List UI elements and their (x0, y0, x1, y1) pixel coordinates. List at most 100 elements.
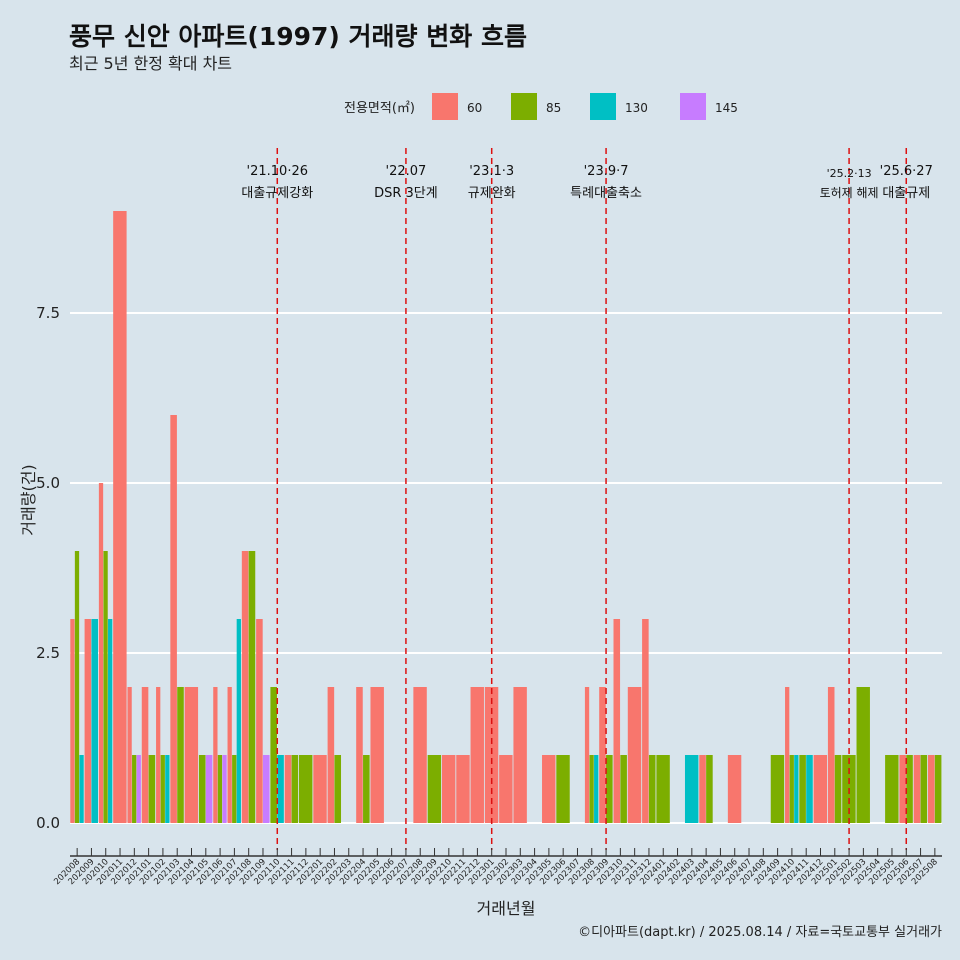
bars (70, 211, 942, 823)
bar-85-202410 (789, 755, 794, 823)
bar-60-202412 (813, 755, 828, 823)
bar-60-202311 (627, 687, 642, 823)
y-axis-label: 거래량(건) (19, 464, 38, 535)
y-tick-label: 0.0 (36, 814, 60, 832)
bar-60-202404 (699, 755, 706, 823)
bar-85-202209 (427, 755, 442, 823)
chart-subtitle: 최근 5년 한정 확대 차트 (69, 54, 232, 73)
annotation-date: '23.9·7 (584, 164, 629, 179)
legend-title: 전용면적(㎡) (344, 101, 415, 116)
bar-85-202409 (770, 755, 785, 823)
bar-130-202102 (165, 755, 170, 823)
legend-label-145: 145 (715, 101, 738, 115)
bar-85-202101 (148, 755, 156, 823)
bar-85-202507 (920, 755, 928, 823)
bar-85-202401 (656, 755, 670, 823)
legend-swatch-130 (590, 93, 616, 120)
y-tick-label: 5.0 (36, 474, 60, 492)
x-axis-label: 거래년월 (477, 899, 536, 918)
bar-85-202111 (291, 755, 299, 823)
annotation-label: 특례대출축소 (570, 186, 642, 201)
bar-85-202306 (556, 755, 570, 823)
annotation-date: '21.10·26 (247, 164, 308, 179)
annotation-label: 토허제 해제 (820, 186, 879, 200)
bar-60-202104 (184, 687, 199, 823)
bar-130-202410 (794, 755, 799, 823)
annotation-label: 대출규제강화 (241, 186, 313, 201)
bar-60-202308 (584, 687, 590, 823)
bar-60-202108 (241, 551, 249, 823)
x-axis: 2020082020092020102020112020122021012021… (52, 848, 942, 887)
bar-85-202204 (363, 755, 370, 823)
bar-60-202506 (899, 755, 906, 823)
y-tick-labels: 0.0 2.5 5.0 7.5 (36, 304, 60, 832)
bar-60-202102 (156, 687, 161, 823)
bar-60-202111 (284, 755, 292, 823)
bar-60-202205 (370, 687, 384, 823)
bar-145-202106 (222, 755, 227, 823)
bar-60-202303 (513, 687, 527, 823)
bar-85-202202 (334, 755, 342, 823)
bar-145-202109 (262, 755, 270, 823)
bar-85-202411 (799, 755, 806, 823)
bar-85-202105 (198, 755, 206, 823)
bar-60-202009 (84, 619, 92, 823)
bar-85-202010 (103, 551, 108, 823)
annotation-label: 대출규제 (882, 186, 930, 201)
bar-60-202301 (484, 687, 499, 823)
bar-130-202008 (79, 755, 84, 823)
bar-60-202201 (313, 755, 327, 823)
legend-label-130: 130 (625, 101, 648, 115)
annotation-date: '23.1·3 (469, 164, 514, 179)
bar-60-202211 (456, 755, 470, 823)
legend: 전용면적(㎡) 60 85 130 145 (344, 93, 738, 120)
caption: ©디아파트(dapt.kr) / 2025.08.14 / 자료=국토교통부 실… (578, 925, 942, 940)
bar-60-202501 (827, 687, 835, 823)
bar-60-202208 (413, 687, 427, 823)
bar-60-202107 (227, 687, 232, 823)
policy-annotations: '21.10·26 대출규제강화 '22.07 DSR 3단계 '23.1·3 규제완화 '… (241, 148, 933, 850)
bar-60-202008 (70, 619, 75, 823)
bar-130-202110 (277, 755, 284, 823)
bar-60-202508 (927, 755, 935, 823)
legend-swatch-85 (511, 93, 537, 120)
gridlines (70, 312, 942, 824)
bar-130-202308 (594, 755, 599, 823)
bar-130-202010 (108, 619, 113, 823)
bar-130-202403 (684, 755, 699, 823)
legend-swatch-60 (432, 93, 458, 120)
legend-label-85: 85 (546, 101, 561, 115)
bar-60-202204 (356, 687, 363, 823)
bar-85-202308 (589, 755, 594, 823)
bar-60-202309 (599, 687, 606, 823)
bar-60-202109 (256, 619, 263, 823)
bar-60-202101 (141, 687, 149, 823)
bar-85-202508 (934, 755, 942, 823)
bar-85-202103 (177, 687, 184, 823)
legend-label-60: 60 (467, 101, 482, 115)
bar-60-202312 (642, 619, 649, 823)
bar-130-202411 (806, 755, 813, 823)
bar-145-202105 (205, 755, 213, 823)
legend-swatch-145 (680, 93, 706, 120)
bar-60-202202 (327, 687, 335, 823)
bar-130-202009 (91, 619, 99, 823)
bar-85-202012 (132, 755, 137, 823)
bar-85-202110 (270, 687, 277, 823)
y-tick-label: 7.5 (36, 304, 60, 322)
annotation-date: '25.2·13 (827, 167, 872, 180)
bar-85-202108 (248, 551, 256, 823)
bar-60-202212 (470, 687, 484, 823)
annotation-label: DSR 3단계 (374, 186, 438, 201)
bar-60-202010 (98, 483, 104, 823)
bar-60-202310 (613, 619, 621, 823)
bar-85-202404 (706, 755, 713, 823)
bar-130-202107 (236, 619, 241, 823)
annotation-date: '25.6·27 (880, 164, 933, 179)
bar-85-202501 (834, 755, 842, 823)
bar-85-202503 (856, 687, 870, 823)
bar-60-202302 (499, 755, 513, 823)
bar-85-202112 (299, 755, 313, 823)
bar-85-202506 (906, 755, 913, 823)
